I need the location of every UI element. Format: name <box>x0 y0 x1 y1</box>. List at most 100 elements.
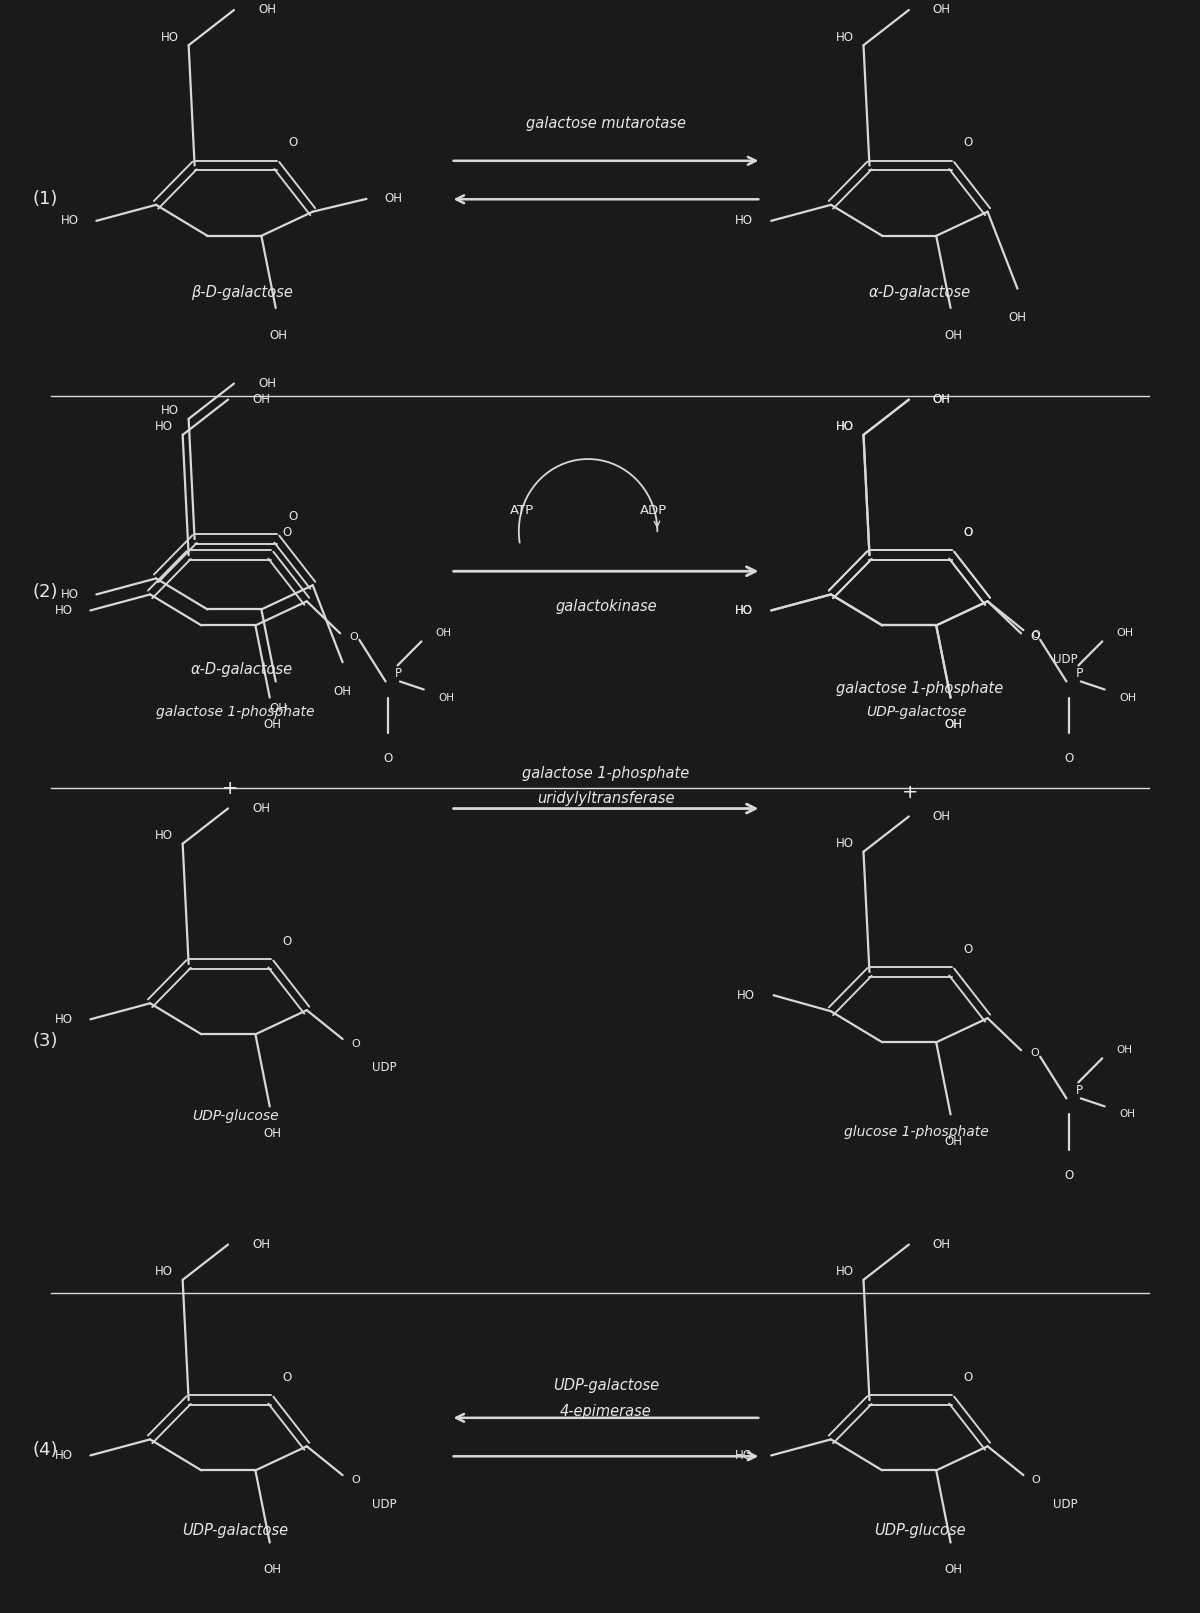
Text: OH: OH <box>944 718 962 731</box>
Text: HO: HO <box>54 603 72 616</box>
Text: 4-epimerase: 4-epimerase <box>560 1403 652 1419</box>
Text: HO: HO <box>60 587 78 602</box>
Text: O: O <box>1031 631 1040 644</box>
Text: O: O <box>1031 1048 1039 1058</box>
Text: OH: OH <box>944 1563 962 1576</box>
Text: (1): (1) <box>32 190 58 208</box>
Text: OH: OH <box>258 3 276 16</box>
Text: OH: OH <box>269 329 287 342</box>
Text: HO: HO <box>736 603 754 616</box>
Text: OH: OH <box>252 394 270 406</box>
Text: O: O <box>350 1039 360 1048</box>
Text: O: O <box>350 1474 360 1486</box>
Text: O: O <box>283 1371 292 1384</box>
Text: HO: HO <box>836 837 854 850</box>
Text: (3): (3) <box>32 1032 58 1050</box>
Text: HO: HO <box>155 421 173 434</box>
Text: OH: OH <box>436 629 451 639</box>
Text: α-D-galactose: α-D-galactose <box>869 286 971 300</box>
Text: P: P <box>1076 666 1084 681</box>
Text: HO: HO <box>836 421 854 434</box>
Text: α-D-galactose: α-D-galactose <box>191 661 293 676</box>
Text: UDP: UDP <box>1054 1497 1078 1510</box>
Text: ATP: ATP <box>510 503 534 516</box>
Text: HO: HO <box>836 31 854 44</box>
Text: UDP-glucose: UDP-glucose <box>192 1110 280 1123</box>
Text: ADP: ADP <box>640 503 667 516</box>
Text: uridylyltransferase: uridylyltransferase <box>538 792 674 806</box>
Text: HO: HO <box>60 215 78 227</box>
Text: OH: OH <box>944 329 962 342</box>
Text: HO: HO <box>736 1448 754 1461</box>
Text: OH: OH <box>1116 1045 1133 1055</box>
Text: galactose mutarotase: galactose mutarotase <box>526 116 686 131</box>
Text: UDP: UDP <box>1054 653 1078 666</box>
Text: glucose 1-phosphate: glucose 1-phosphate <box>844 1126 989 1139</box>
Text: galactose 1-phosphate: galactose 1-phosphate <box>522 766 690 781</box>
Text: UDP-glucose: UDP-glucose <box>875 1523 966 1537</box>
Text: O: O <box>964 1371 973 1384</box>
Text: OH: OH <box>1116 629 1134 639</box>
Text: P: P <box>1076 1084 1082 1097</box>
Text: UDP: UDP <box>372 1061 397 1074</box>
Text: HO: HO <box>155 1265 173 1279</box>
Text: +: + <box>222 779 238 798</box>
Text: O: O <box>964 526 973 539</box>
Text: UDP-galactose: UDP-galactose <box>553 1378 659 1394</box>
Text: O: O <box>349 632 359 642</box>
Text: galactokinase: galactokinase <box>556 598 656 615</box>
Text: O: O <box>964 944 973 957</box>
Text: galactose 1-phosphate: galactose 1-phosphate <box>836 681 1003 695</box>
Text: OH: OH <box>252 802 270 815</box>
Text: OH: OH <box>252 1239 270 1252</box>
Text: HO: HO <box>836 1265 854 1279</box>
Text: galactose 1-phosphate: galactose 1-phosphate <box>156 705 314 719</box>
Text: O: O <box>1032 1474 1040 1486</box>
Text: O: O <box>283 936 292 948</box>
Text: P: P <box>395 666 402 681</box>
Text: HO: HO <box>54 1448 72 1461</box>
Text: +: + <box>902 782 919 802</box>
Text: OH: OH <box>932 394 950 406</box>
Text: OH: OH <box>944 718 962 731</box>
Text: β-D-galactose: β-D-galactose <box>191 286 293 300</box>
Text: OH: OH <box>932 3 950 16</box>
Text: OH: OH <box>932 1239 950 1252</box>
Text: OH: OH <box>932 810 950 823</box>
Text: O: O <box>289 137 298 150</box>
Text: OH: OH <box>263 718 281 731</box>
Text: OH: OH <box>258 377 276 390</box>
Text: HO: HO <box>161 31 179 44</box>
Text: UDP-galactose: UDP-galactose <box>182 1523 289 1537</box>
Text: OH: OH <box>263 1127 281 1140</box>
Text: HO: HO <box>736 603 754 616</box>
Text: HO: HO <box>736 215 754 227</box>
Text: O: O <box>383 752 392 765</box>
Text: OH: OH <box>1118 692 1136 703</box>
Text: OH: OH <box>263 1563 281 1576</box>
Text: O: O <box>1064 1169 1074 1182</box>
Text: OH: OH <box>334 684 352 698</box>
Text: OH: OH <box>1008 311 1026 324</box>
Text: UDP: UDP <box>372 1497 397 1510</box>
Text: O: O <box>964 137 973 150</box>
Text: O: O <box>283 526 292 539</box>
Text: HO: HO <box>54 1013 72 1026</box>
Text: UDP-galactose: UDP-galactose <box>866 705 967 719</box>
Text: HO: HO <box>155 829 173 842</box>
Text: OH: OH <box>269 702 287 716</box>
Text: OH: OH <box>384 192 402 205</box>
Text: (4): (4) <box>32 1440 58 1458</box>
Text: OH: OH <box>438 692 454 703</box>
Text: HO: HO <box>737 989 755 1002</box>
Text: O: O <box>1064 752 1074 765</box>
Text: HO: HO <box>161 405 179 418</box>
Text: O: O <box>289 510 298 523</box>
Text: OH: OH <box>944 1136 962 1148</box>
Text: O: O <box>964 526 973 539</box>
Text: HO: HO <box>836 421 854 434</box>
Text: OH: OH <box>932 394 950 406</box>
Text: O: O <box>1032 631 1040 640</box>
Text: OH: OH <box>1118 1110 1135 1119</box>
Text: (2): (2) <box>32 582 58 602</box>
